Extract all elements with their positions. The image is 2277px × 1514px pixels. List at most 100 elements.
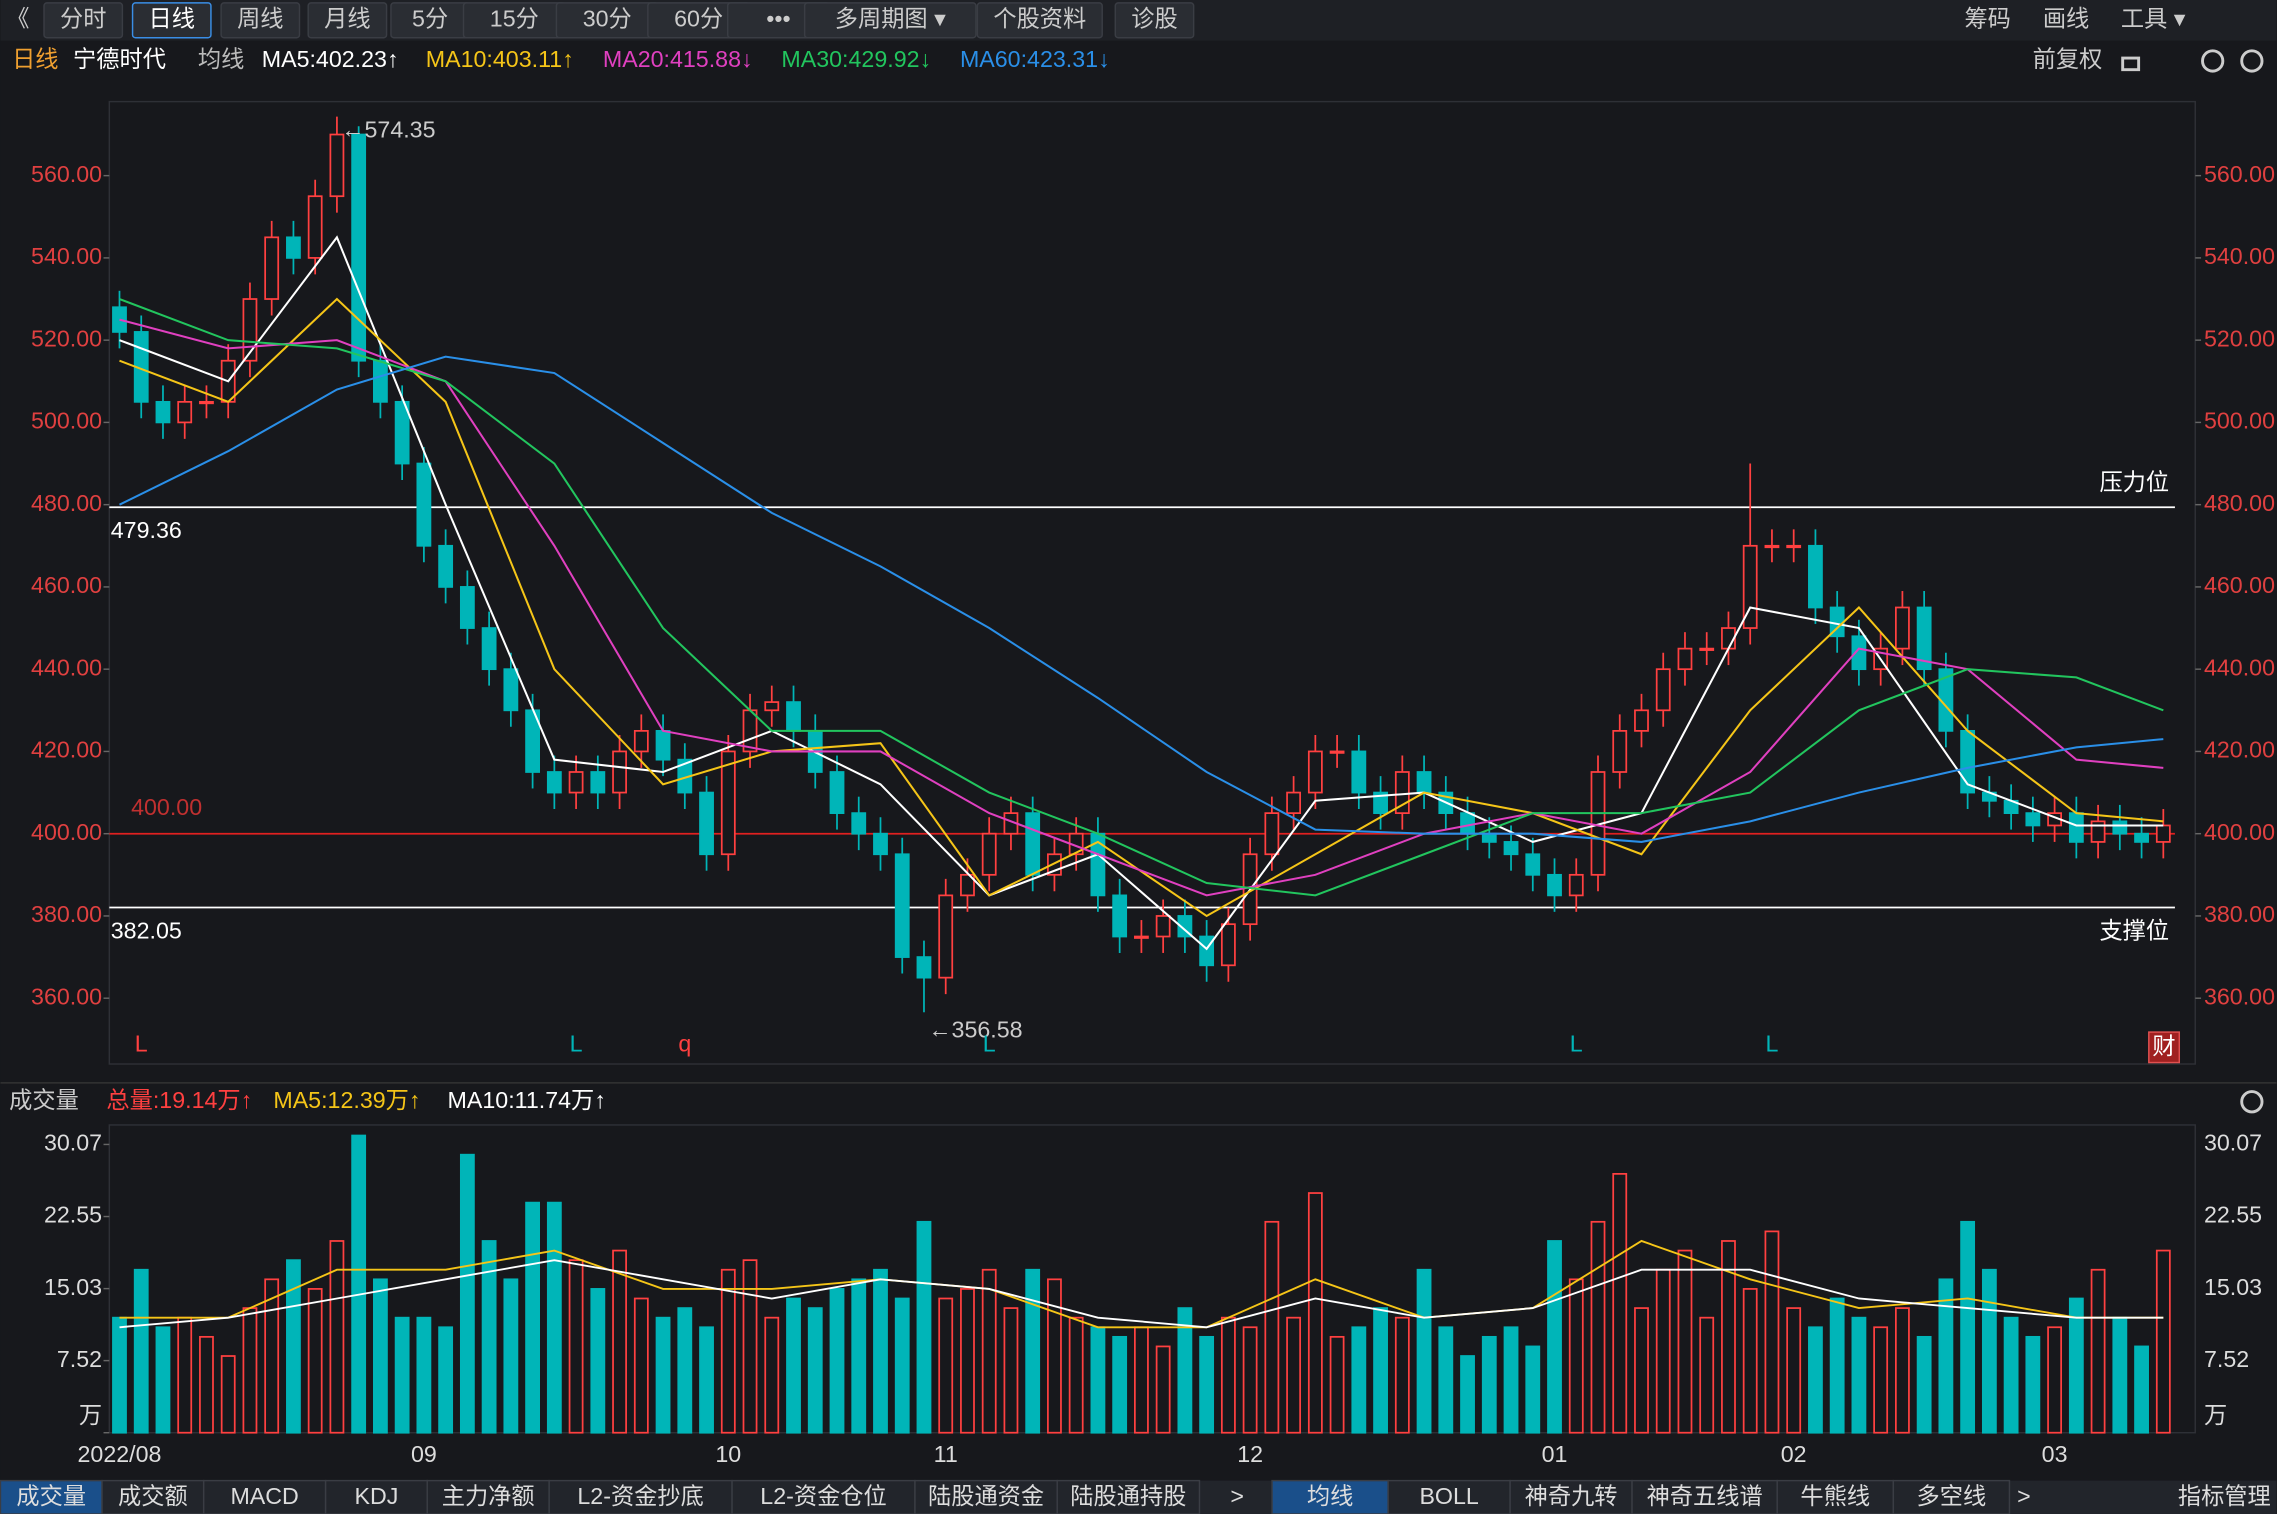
volume-bar xyxy=(1416,1268,1432,1434)
tab[interactable] xyxy=(548,1479,733,1514)
toolbar-button[interactable] xyxy=(131,2,212,39)
volume-bar xyxy=(1373,1307,1388,1434)
volume-bar xyxy=(2090,1268,2106,1434)
add-icon[interactable] xyxy=(2201,49,2225,73)
candle-body xyxy=(981,832,997,876)
volume-bar xyxy=(242,1307,258,1434)
ma-line xyxy=(119,298,2164,897)
volume-bar xyxy=(851,1278,867,1434)
volume-ma-line xyxy=(119,1259,2164,1329)
volume-bar xyxy=(1894,1307,1910,1434)
toolbar-item[interactable]: 多周期图 ▾ xyxy=(835,5,946,31)
candle-body xyxy=(1786,544,1802,549)
tab[interactable] xyxy=(426,1479,550,1514)
toolbar-item[interactable]: 月线 xyxy=(324,5,370,31)
volume-bar xyxy=(1677,1249,1693,1434)
ma-legend: MA30:429.92↓ xyxy=(781,46,931,72)
volume-bar xyxy=(1199,1335,1215,1434)
volume-bar xyxy=(1981,1268,1997,1434)
volume-bar xyxy=(1438,1326,1454,1434)
tab-label[interactable]: KDJ xyxy=(354,1483,398,1509)
tab-label[interactable]: 成交额 xyxy=(118,1483,188,1509)
toolbar-button[interactable] xyxy=(803,2,977,39)
candle-body xyxy=(873,832,888,856)
tab-label[interactable]: L2-资金仓位 xyxy=(760,1483,886,1509)
tab[interactable] xyxy=(1056,1479,1201,1514)
toolbar-item[interactable]: 日线 xyxy=(149,5,195,31)
tab-more[interactable]: > xyxy=(2017,1483,2031,1509)
volume-frame xyxy=(108,1124,2196,1434)
ma-legend: MA60:423.31↓ xyxy=(960,46,1110,72)
toolbar-item[interactable]: 个股资料 xyxy=(993,5,1086,31)
tab-label[interactable]: 成交量 xyxy=(16,1483,86,1509)
y-tick-label-right: 360.00 xyxy=(2204,983,2275,1009)
y-tick-label: 480.00 xyxy=(31,490,102,516)
toolbar-item[interactable]: 《 xyxy=(6,5,29,31)
toolbar-item[interactable]: 周线 xyxy=(237,5,283,31)
lock-icon[interactable] xyxy=(2121,56,2141,72)
tab[interactable] xyxy=(1509,1479,1633,1514)
candle-body xyxy=(1764,544,1780,549)
ma-label: 均线 xyxy=(198,46,244,72)
tab-label[interactable]: 多空线 xyxy=(1917,1483,1987,1509)
adjust-label[interactable]: 前复权 xyxy=(2033,46,2103,72)
tab[interactable] xyxy=(731,1479,916,1514)
toolbar-button[interactable] xyxy=(976,2,1103,39)
y-tick-label-right: 520.00 xyxy=(2204,325,2275,351)
tab[interactable] xyxy=(1776,1479,1895,1514)
candle-body xyxy=(546,771,562,794)
tab-label[interactable]: BOLL xyxy=(1419,1483,1478,1509)
header-icons[interactable] xyxy=(2121,49,2264,1114)
candle-body xyxy=(1655,668,1671,712)
tab-more[interactable]: > xyxy=(1230,1483,1244,1509)
badge[interactable]: 财 xyxy=(2152,1033,2175,1059)
remove-icon[interactable] xyxy=(2240,49,2264,73)
toolbar-button[interactable] xyxy=(43,2,124,39)
toolbar-item[interactable]: 诊股 xyxy=(1131,5,1177,31)
volume-bar xyxy=(1525,1345,1541,1434)
toolbar-item[interactable]: 工具 ▾ xyxy=(2121,5,2186,31)
x-tick-label: 2022/08 xyxy=(78,1441,162,1467)
ma-legend: MA20:415.88↓ xyxy=(603,46,753,72)
y-tick-label: 万 xyxy=(79,1402,102,1428)
volume-bar xyxy=(807,1307,823,1434)
indicator-manage[interactable]: 指标管理 xyxy=(2178,1483,2271,1509)
volume-bar xyxy=(2068,1297,2084,1434)
candle-body xyxy=(177,400,193,424)
toolbar-item[interactable]: 5分 xyxy=(412,5,448,31)
tab-label[interactable]: MACD xyxy=(230,1483,298,1509)
volume-bar xyxy=(1090,1326,1106,1434)
toolbar-item[interactable]: 30分 xyxy=(583,5,632,31)
tab-label[interactable]: 神奇五线谱 xyxy=(1647,1483,1763,1509)
tab-label[interactable]: 均线 xyxy=(1307,1483,1353,1509)
tab[interactable] xyxy=(101,1479,205,1514)
toolbar-button[interactable] xyxy=(1114,2,1195,39)
tab-label[interactable]: 牛熊线 xyxy=(1800,1483,1870,1509)
volume-bar xyxy=(590,1288,606,1434)
candle-body xyxy=(1525,853,1541,876)
toolbar-item[interactable]: 画线 xyxy=(2043,5,2089,31)
volume-bar xyxy=(2155,1249,2171,1434)
tab[interactable] xyxy=(1892,1479,2011,1514)
toolbar-item[interactable]: 分时 xyxy=(60,5,106,31)
y-tick-label: 7.52 xyxy=(57,1346,102,1372)
tab-label[interactable]: 陆股通持股 xyxy=(1070,1483,1186,1509)
toolbar-item[interactable]: 15分 xyxy=(490,5,539,31)
toolbar-button[interactable] xyxy=(307,2,388,39)
toolbar-item[interactable]: 筹码 xyxy=(1964,5,2010,31)
tab-label[interactable]: 神奇九转 xyxy=(1525,1483,1618,1509)
tab-label[interactable]: 主力净额 xyxy=(442,1483,535,1509)
volume-bar xyxy=(720,1268,736,1434)
tab[interactable] xyxy=(1631,1479,1778,1514)
tab[interactable] xyxy=(324,1479,428,1514)
tab-label[interactable]: 陆股通资金 xyxy=(928,1483,1044,1509)
close-icon[interactable] xyxy=(2240,1090,2264,1114)
toolbar-item[interactable]: 60分 xyxy=(674,5,723,31)
volume-bar xyxy=(894,1297,910,1434)
toolbar-item[interactable]: ••• xyxy=(766,5,790,31)
volume-bar xyxy=(1655,1268,1671,1434)
tab-label[interactable]: L2-资金抄底 xyxy=(577,1483,703,1509)
toolbar-button[interactable] xyxy=(220,2,301,39)
volume-bar xyxy=(1938,1278,1954,1434)
y-tick-label-right: 380.00 xyxy=(2204,901,2275,927)
